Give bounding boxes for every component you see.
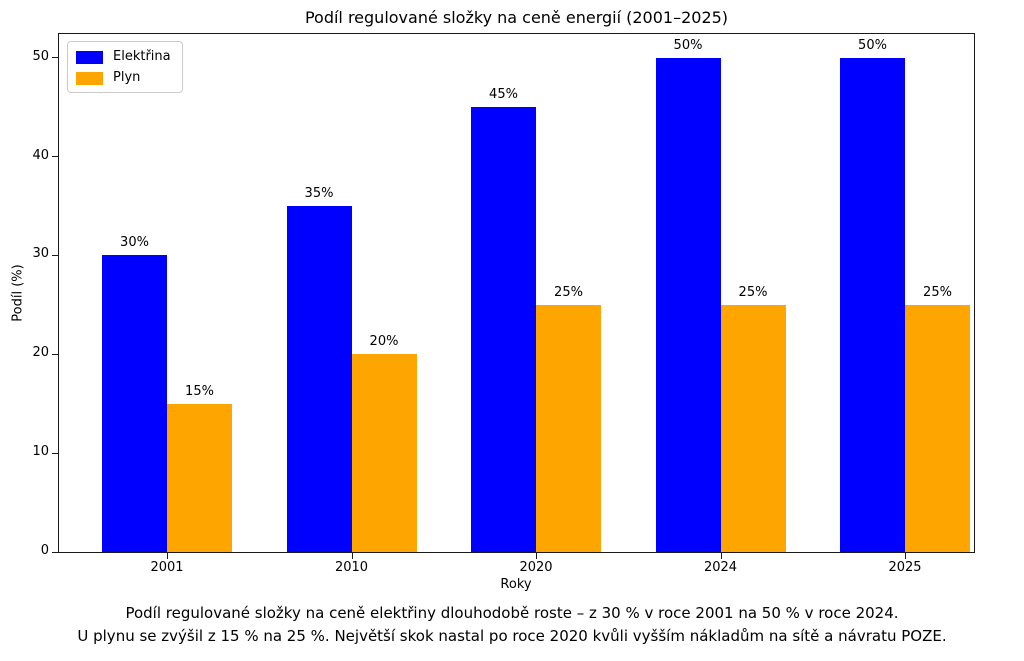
y-tick-mark [52,254,58,256]
bar-value-label: 20% [369,334,399,350]
legend-swatch-elektrina [76,50,103,64]
bar-value-label: 25% [923,284,952,300]
legend-swatch-plyn [76,71,103,85]
x-tick-label: 2010 [334,560,369,575]
bar-plyn-2001 [167,403,232,552]
bar-value-label: 45% [489,87,518,103]
bar-elektrina-2025 [840,57,905,552]
y-tick-mark [52,57,58,59]
y-tick-mark [52,551,58,553]
legend: Elektřina Plyn [67,41,183,93]
y-tick-label: 50 [32,48,49,64]
bar-value-label: 15% [185,383,214,399]
bar-plyn-2020 [536,304,601,552]
y-tick-label: 30 [32,246,49,262]
bar-elektrina-2020 [471,107,536,552]
caption-line-1: Podíl regulované složky na ceně elektřin… [125,604,899,622]
caption-line-2: U plynu se zvýšil z 15 % na 25 %. Největ… [77,627,947,645]
legend-entry-elektrina: Elektřina [76,49,171,65]
bar-elektrina-2001 [102,255,167,552]
bar-value-label: 35% [304,186,334,202]
x-tick-label: 2025 [888,560,922,575]
y-tick-label: 0 [40,543,49,558]
x-tick-mark [167,553,168,559]
chart-title: Podíl regulované složky na ceně energií … [304,8,729,27]
y-tick-label: 40 [32,147,49,163]
bar-value-label: 30% [120,235,149,251]
y-tick-mark [52,156,58,158]
bar-value-label: 50% [858,37,887,53]
bar-value-label: 25% [554,284,583,300]
x-tick-label: 2020 [519,560,553,575]
x-tick-mark [720,553,722,559]
y-axis-label: Podíl (%) [10,264,26,322]
bar-elektrina-2024 [655,57,721,552]
x-tick-mark [351,553,353,559]
plot-area: Elektřina Plyn 0 10 20 30 40 50 2001 30% 15% 2010… [32,33,975,575]
bar-plyn-2025 [905,304,970,552]
x-axis-label: Roky [500,577,532,592]
legend-label-plyn: Plyn [113,70,141,85]
x-tick-label: 2024 [703,560,738,575]
bar-value-label: 50% [673,37,703,53]
y-tick-mark [52,452,58,454]
x-tick-mark [536,553,537,559]
bar-plyn-2024 [720,304,786,552]
y-tick-mark [52,353,58,355]
bar-plyn-2010 [351,354,417,552]
legend-entry-plyn: Plyn [76,70,171,86]
bar-value-label: 25% [738,284,768,300]
x-tick-label: 2001 [150,560,184,575]
legend-label-elektrina: Elektřina [113,49,171,64]
y-tick-label: 20 [32,345,49,361]
x-tick-mark [905,553,906,559]
bar-elektrina-2010 [286,206,352,552]
y-tick-label: 10 [32,444,49,460]
